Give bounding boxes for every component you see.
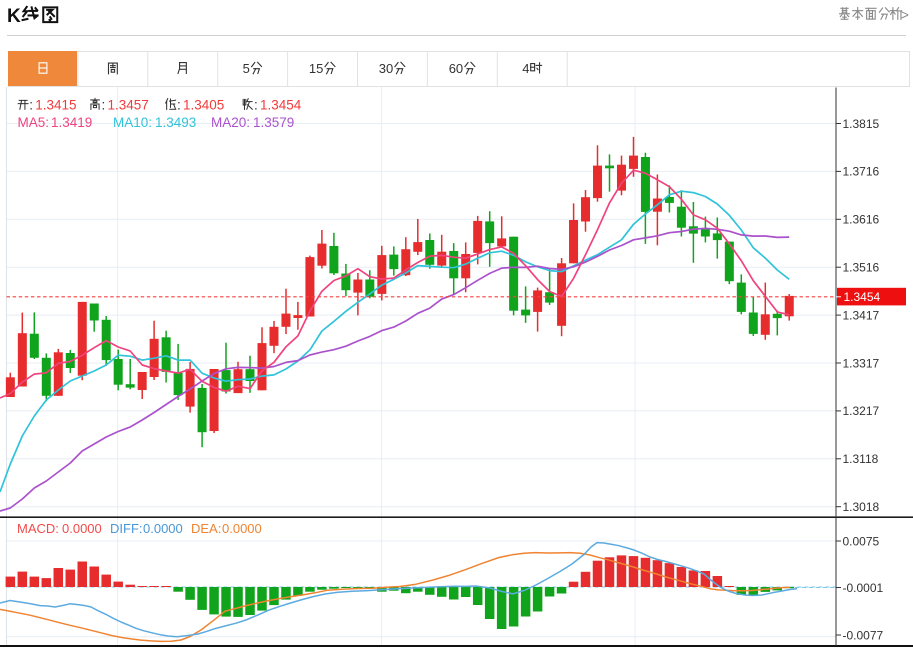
svg-text:1.3417: 1.3417 xyxy=(843,308,880,322)
svg-text:1.3516: 1.3516 xyxy=(843,261,880,275)
svg-text:MACD:: MACD: xyxy=(17,521,59,536)
svg-text:-0.0001: -0.0001 xyxy=(843,581,884,595)
svg-text:>: > xyxy=(901,8,909,23)
svg-text::: : xyxy=(102,98,106,113)
svg-text:0.0000: 0.0000 xyxy=(143,521,183,536)
svg-text:4: 4 xyxy=(522,61,529,76)
svg-text:5: 5 xyxy=(243,61,250,76)
svg-text:60: 60 xyxy=(449,61,463,76)
svg-text:1.3419: 1.3419 xyxy=(51,115,92,130)
svg-text::: : xyxy=(29,98,33,113)
svg-text:0.0075: 0.0075 xyxy=(843,534,880,548)
svg-text:MA20:: MA20: xyxy=(211,115,250,130)
svg-text:1.3716: 1.3716 xyxy=(843,165,880,179)
svg-text:-0.0077: -0.0077 xyxy=(843,628,884,642)
svg-text:1.3457: 1.3457 xyxy=(108,98,149,113)
svg-text:1.3454: 1.3454 xyxy=(844,290,881,304)
svg-text:1.3118: 1.3118 xyxy=(843,452,879,466)
svg-text:30: 30 xyxy=(379,61,393,76)
svg-text:1.3415: 1.3415 xyxy=(35,98,76,113)
svg-text:DEA:: DEA: xyxy=(191,521,221,536)
svg-text:0.0000: 0.0000 xyxy=(222,521,262,536)
svg-text:1.3616: 1.3616 xyxy=(843,213,880,227)
svg-text::: : xyxy=(254,98,258,113)
svg-text:1.3454: 1.3454 xyxy=(260,98,302,113)
svg-text:1.3579: 1.3579 xyxy=(253,115,294,130)
svg-text::: : xyxy=(177,98,181,113)
svg-text:MA5:: MA5: xyxy=(18,115,50,130)
svg-text:1.3018: 1.3018 xyxy=(843,500,880,514)
svg-text:MA10:: MA10: xyxy=(113,115,152,130)
svg-text:K: K xyxy=(7,6,21,27)
svg-text:1.3493: 1.3493 xyxy=(155,115,196,130)
svg-text:1.3815: 1.3815 xyxy=(843,117,880,131)
svg-text:1.3405: 1.3405 xyxy=(183,98,224,113)
svg-text:1.3217: 1.3217 xyxy=(843,404,880,418)
svg-text:0.0000: 0.0000 xyxy=(62,521,102,536)
svg-text:1.3317: 1.3317 xyxy=(843,356,880,370)
svg-text:15: 15 xyxy=(309,61,323,76)
svg-text:DIFF:: DIFF: xyxy=(110,521,143,536)
